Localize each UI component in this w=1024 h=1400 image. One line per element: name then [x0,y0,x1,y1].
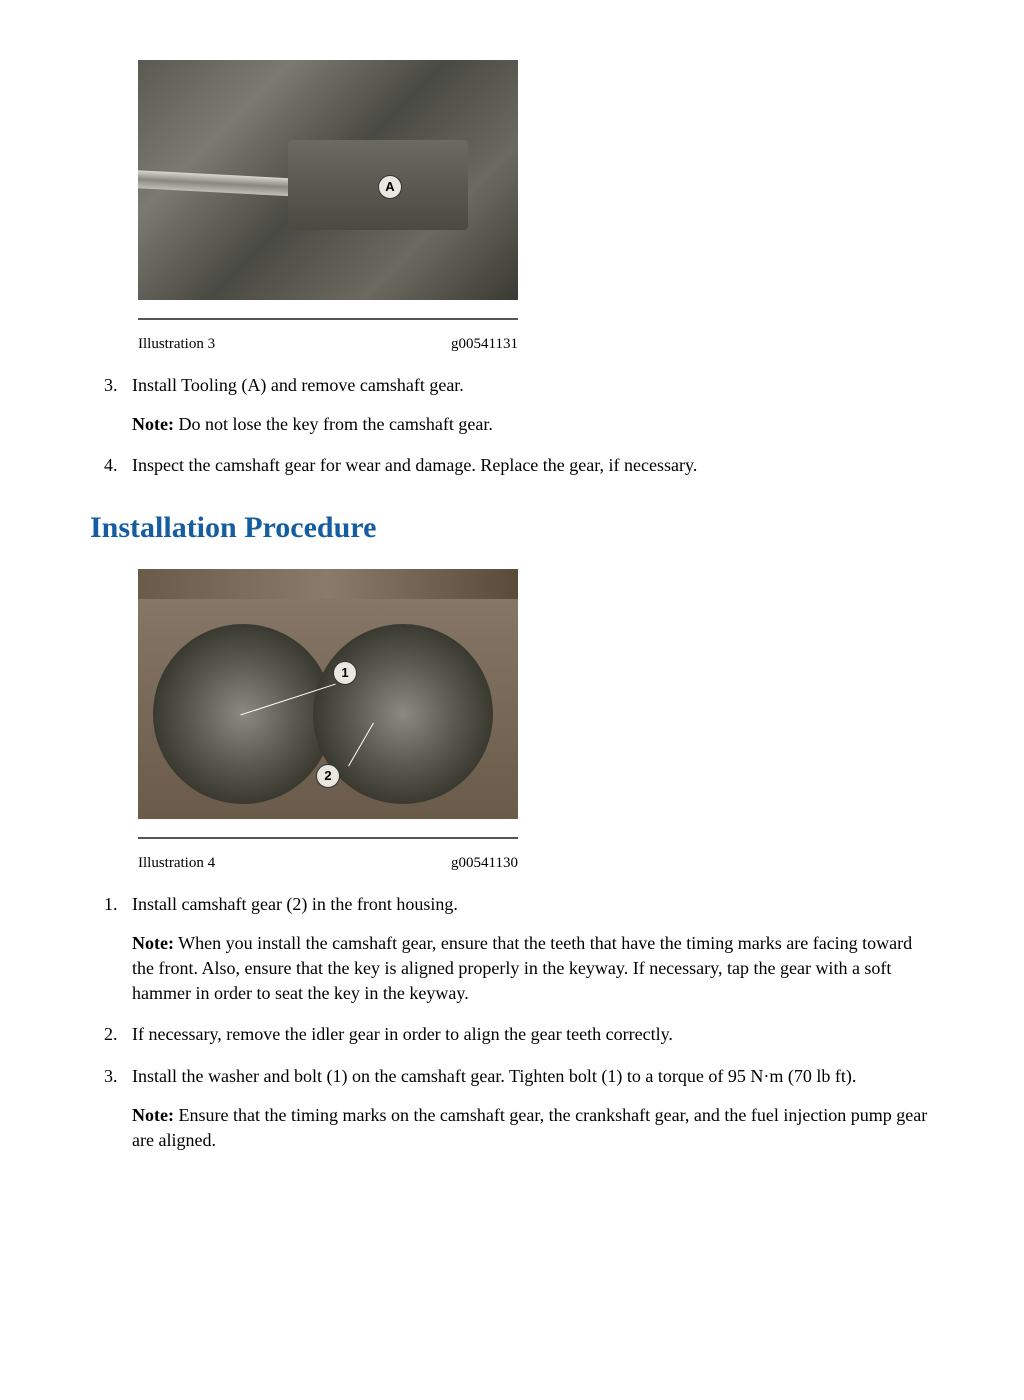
install-step-1-note: Note: When you install the camshaft gear… [132,931,934,1007]
removal-step-3-text: Install Tooling (A) and remove camshaft … [132,375,464,395]
figure-4: 1 2 Illustration 4 g00541130 [138,569,518,874]
figure-3-label: Illustration 3 [138,334,215,355]
figure-4-label: Illustration 4 [138,853,215,874]
note-label: Note: [132,933,174,953]
install-step-3: Install the washer and bolt (1) on the c… [122,1064,934,1154]
removal-steps-list: Install Tooling (A) and remove camshaft … [90,373,934,479]
install-step-2-text: If necessary, remove the idler gear in o… [132,1024,673,1044]
figure-3-image: A [138,60,518,300]
install-step-3-text: Install the washer and bolt (1) on the c… [132,1066,856,1086]
note-text: When you install the camshaft gear, ensu… [132,933,912,1003]
section-heading: Installation Procedure [90,507,934,549]
figure-4-image: 1 2 [138,569,518,819]
removal-step-4-text: Inspect the camshaft gear for wear and d… [132,455,697,475]
callout-2-marker: 2 [316,764,340,788]
figure-3-caption: Illustration 3 g00541131 [138,318,518,355]
removal-step-3: Install Tooling (A) and remove camshaft … [122,373,934,437]
install-step-1-text: Install camshaft gear (2) in the front h… [132,894,458,914]
note-text: Do not lose the key from the camshaft ge… [174,414,493,434]
note-label: Note: [132,414,174,434]
install-step-2: If necessary, remove the idler gear in o… [122,1022,934,1047]
figure-4-caption: Illustration 4 g00541130 [138,837,518,874]
note-label: Note: [132,1105,174,1125]
callout-1-marker: 1 [333,661,357,685]
removal-step-3-note: Note: Do not lose the key from the camsh… [132,412,934,437]
install-step-3-note: Note: Ensure that the timing marks on th… [132,1103,934,1153]
install-steps-list: Install camshaft gear (2) in the front h… [90,892,934,1154]
note-text: Ensure that the timing marks on the cams… [132,1105,927,1150]
figure-3: A Illustration 3 g00541131 [138,60,518,355]
figure-3-ref: g00541131 [451,334,518,355]
install-step-1: Install camshaft gear (2) in the front h… [122,892,934,1007]
callout-a-marker: A [378,175,402,199]
removal-step-4: Inspect the camshaft gear for wear and d… [122,453,934,478]
figure-4-ref: g00541130 [451,853,518,874]
